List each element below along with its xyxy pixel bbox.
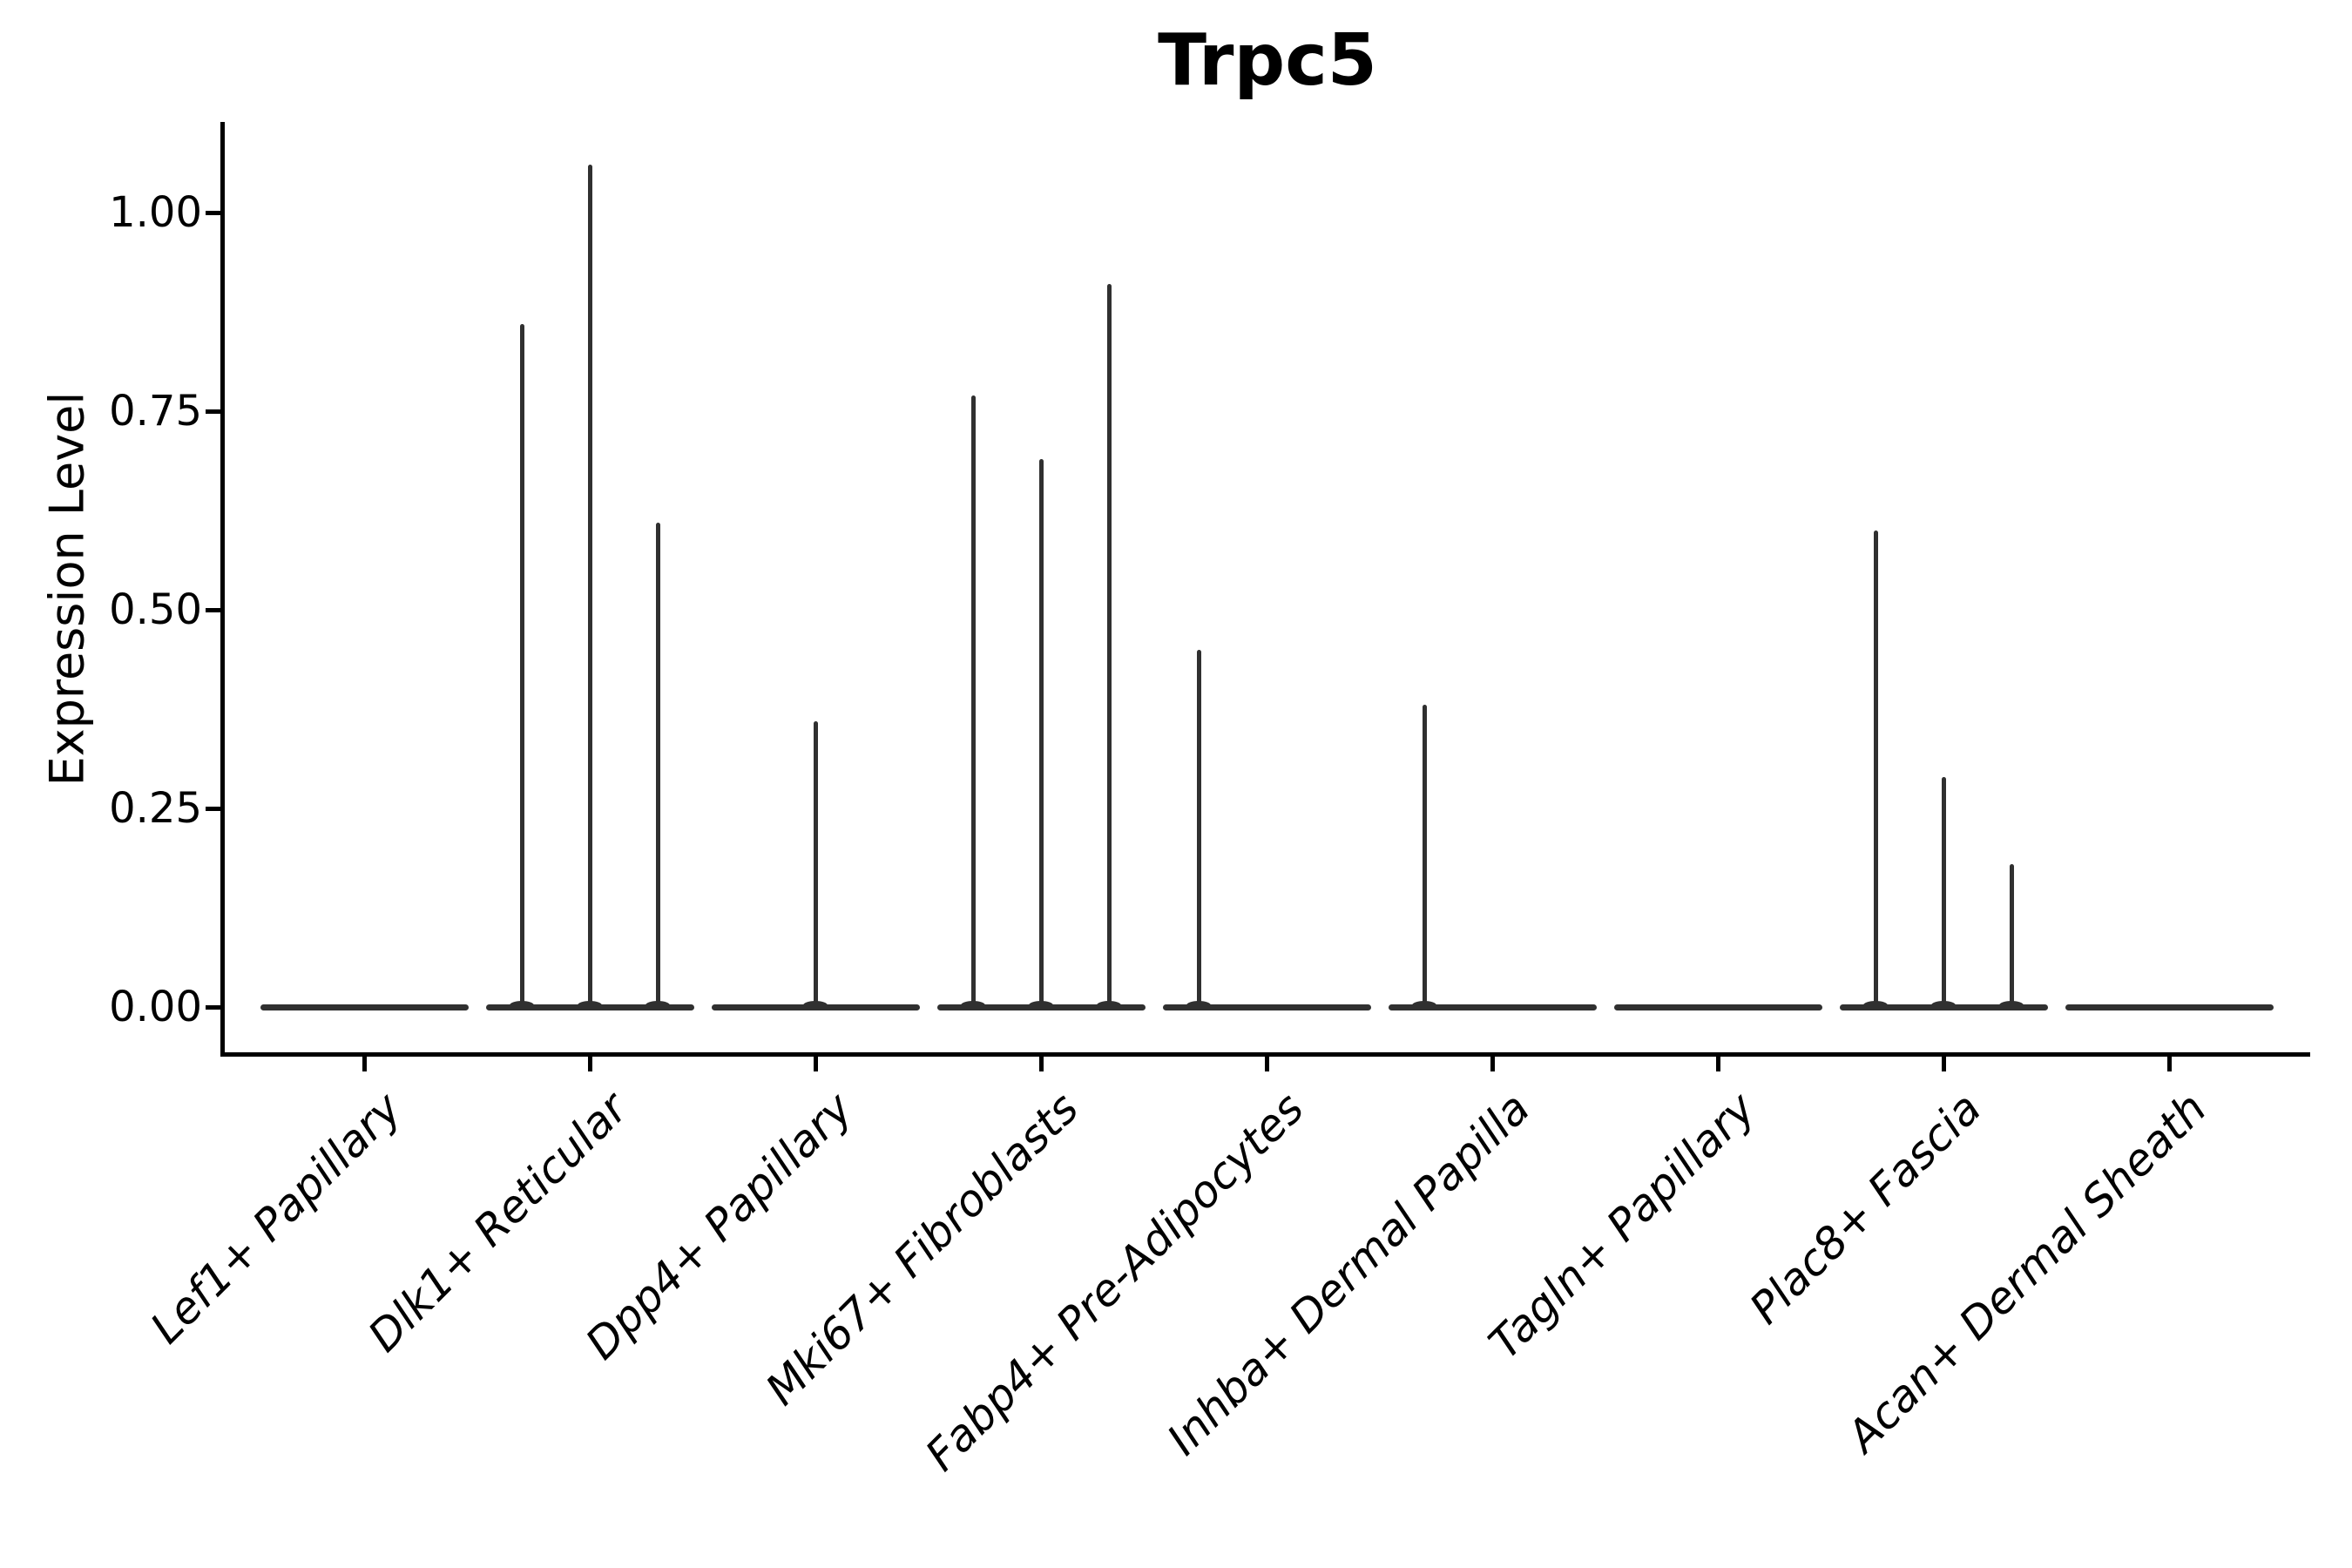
expression-spike: [1038, 458, 1044, 1007]
y-tick-label: 0.25: [109, 784, 202, 833]
x-tick: [1715, 1057, 1720, 1071]
x-tick-label: Lef1+ Papillary: [140, 1083, 412, 1354]
expression-spike: [587, 165, 592, 1007]
x-tick-label: Plac8+ Fascia: [1740, 1083, 1991, 1335]
expression-spike: [655, 522, 660, 1007]
expression-spike: [519, 323, 524, 1007]
x-tick: [1490, 1057, 1495, 1071]
expression-spike: [1196, 649, 1201, 1007]
chart-title: Trpc5: [1158, 19, 1377, 102]
expression-spike: [1422, 705, 1427, 1007]
expression-spike: [813, 720, 818, 1007]
expression-spike: [970, 395, 976, 1007]
x-tick: [1941, 1057, 1946, 1071]
x-tick: [587, 1057, 592, 1071]
expression-spike: [1106, 284, 1112, 1007]
baseline-violin: [1162, 1004, 1371, 1010]
y-tick: [206, 1004, 220, 1010]
y-tick: [206, 210, 220, 215]
y-tick: [206, 409, 220, 414]
x-tick-label: Inhba+ Dermal Papilla: [1157, 1083, 1540, 1465]
x-tick: [362, 1057, 367, 1071]
x-tick-label: Fabp4+ Pre-Adipocytes: [916, 1083, 1315, 1481]
y-tick: [206, 806, 220, 811]
expression-spike: [2009, 863, 2014, 1007]
y-tick: [206, 607, 220, 612]
expression-spike: [1941, 776, 1946, 1007]
y-tick-label: 0.00: [109, 983, 202, 1031]
x-tick: [2166, 1057, 2172, 1071]
y-tick-label: 0.50: [109, 585, 202, 634]
baseline-violin: [2065, 1004, 2274, 1010]
y-tick-label: 0.75: [109, 387, 202, 436]
expression-spike: [1873, 530, 1878, 1007]
x-axis-line: [223, 1052, 2310, 1057]
baseline-violin: [260, 1004, 469, 1010]
x-tick: [1264, 1057, 1269, 1071]
baseline-violin: [1388, 1004, 1597, 1010]
baseline-violin: [1613, 1004, 1822, 1010]
x-tick: [1038, 1057, 1044, 1071]
x-tick: [813, 1057, 818, 1071]
y-axis-line: [220, 122, 225, 1057]
y-tick-label: 1.00: [109, 188, 202, 237]
